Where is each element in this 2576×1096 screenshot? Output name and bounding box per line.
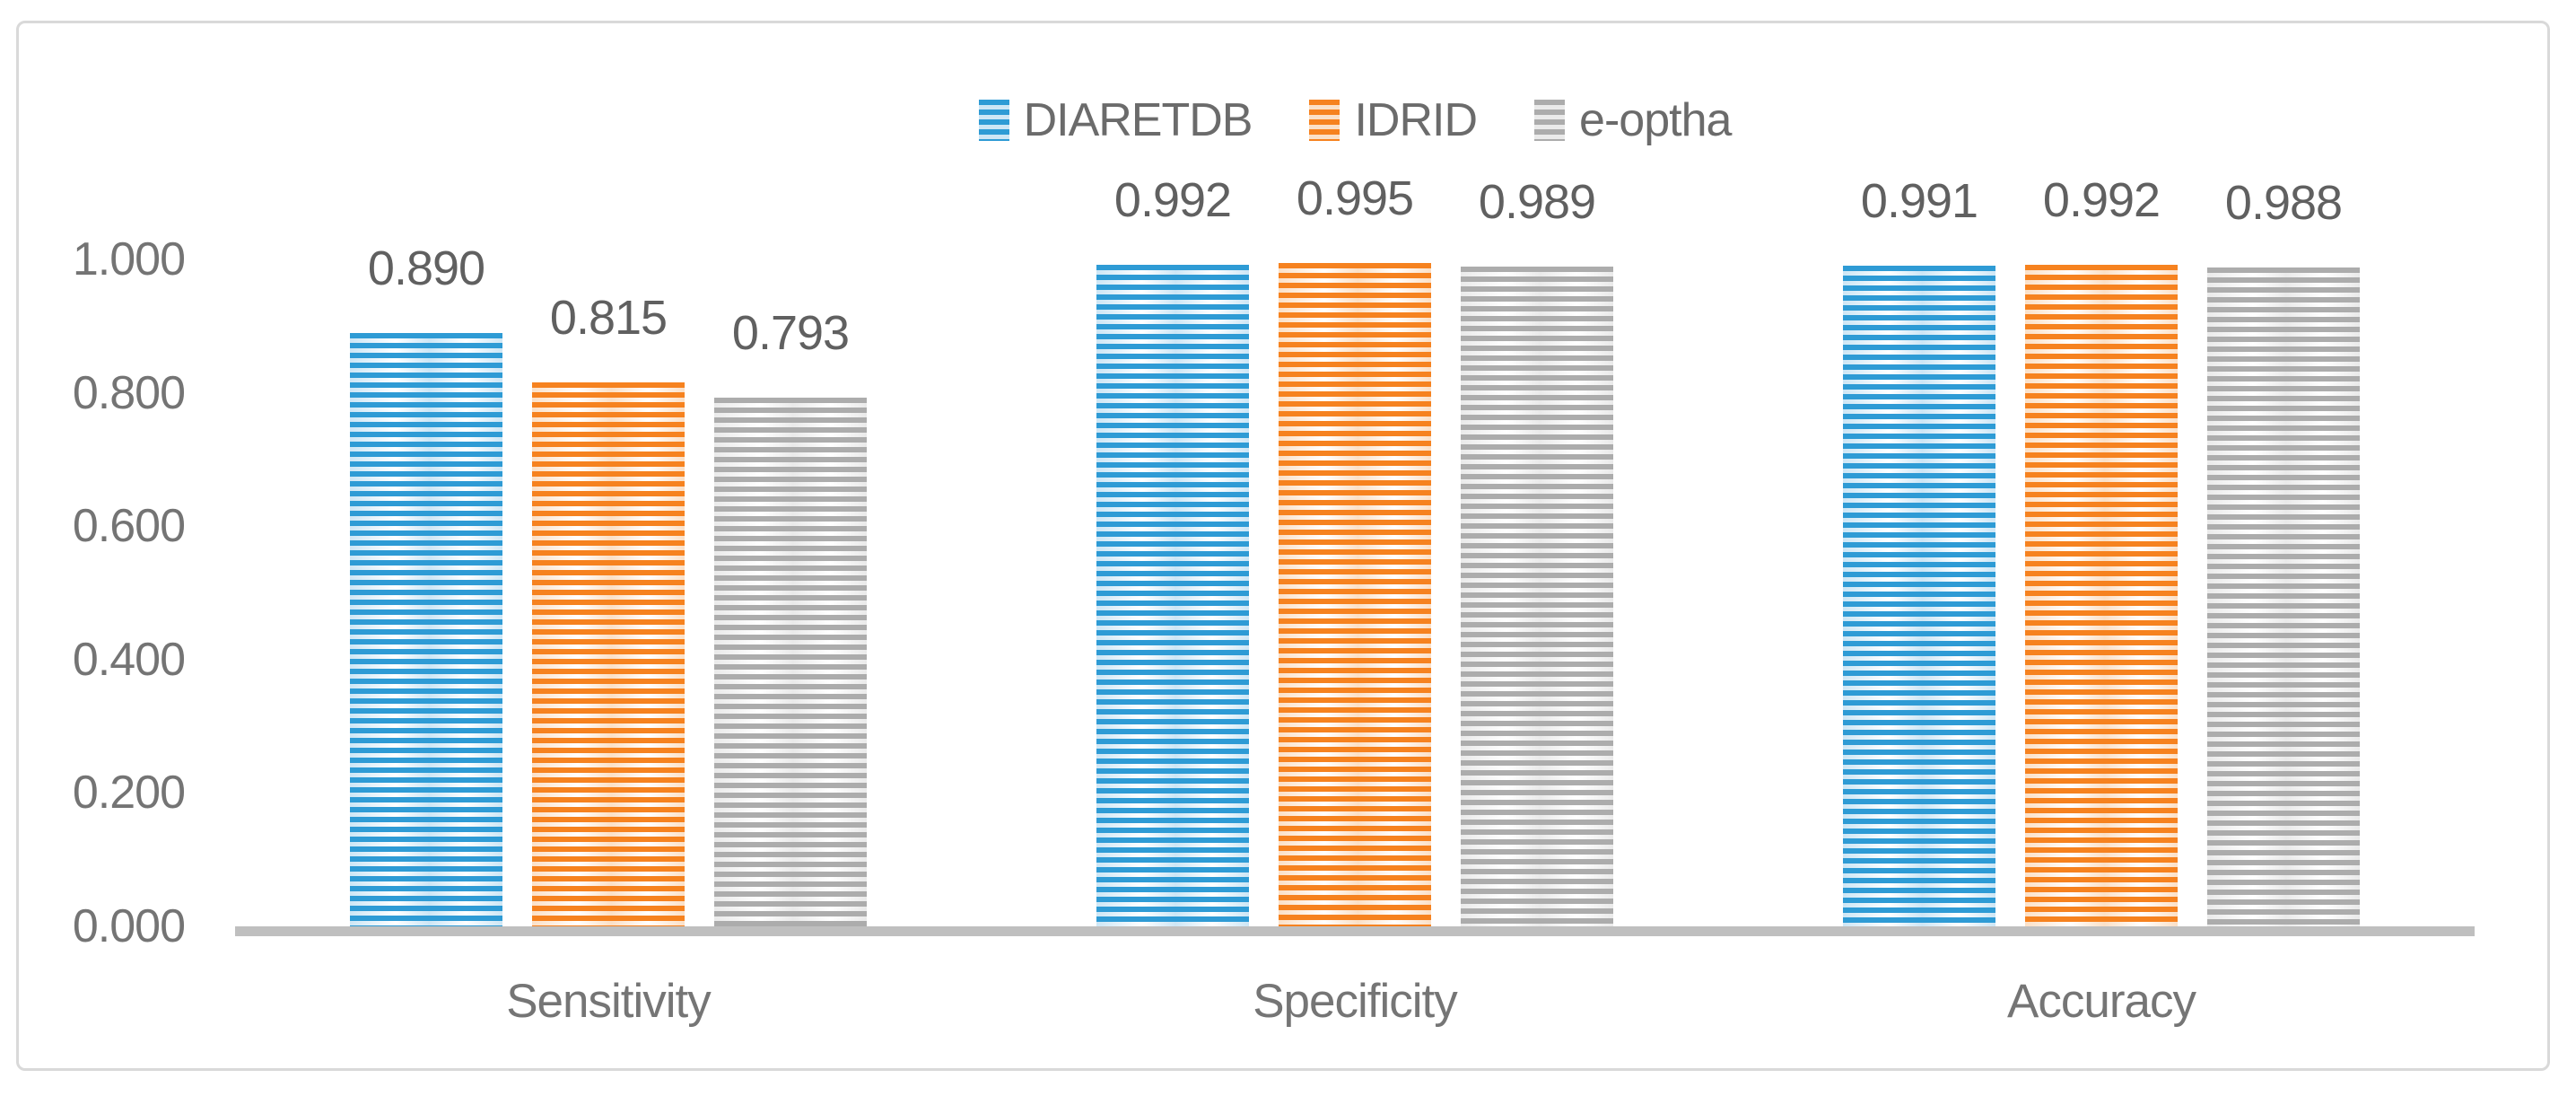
legend-marker-icon [1534, 100, 1566, 141]
data-label: 0.995 [1296, 171, 1414, 225]
legend: DIARETDB IDRID e-optha [235, 88, 2475, 153]
bar-e-optha-accuracy: 0.988 [2207, 176, 2360, 926]
legend-marker-icon [1309, 100, 1340, 141]
category-label-sensitivity: Sensitivity [506, 975, 712, 1028]
bar-group-sensitivity: 0.890 0.815 0.793 [235, 241, 982, 926]
legend-marker-icon [978, 100, 1009, 141]
bar-fill [532, 382, 685, 926]
plot-area: 0.890 0.815 0.793 0.992 0.995 0.989 0.991 0.992… [235, 171, 2475, 926]
y-tick-label: 0.400 [72, 634, 186, 686]
data-label: 0.890 [367, 241, 485, 295]
y-tick-label: 0.800 [72, 367, 186, 419]
bar-fill [1461, 267, 1613, 926]
bar-diaretdb-sensitivity: 0.890 [350, 241, 502, 926]
data-label: 0.992 [2042, 173, 2161, 227]
legend-item-idrid: IDRID [1309, 93, 1478, 147]
bar-e-optha-specificity: 0.989 [1461, 175, 1613, 926]
bar-fill [1096, 265, 1249, 926]
bar-idrid-specificity: 0.995 [1279, 171, 1431, 926]
category-label-specificity: Specificity [1253, 975, 1458, 1028]
data-label: 0.815 [549, 291, 668, 345]
bar-group-specificity: 0.992 0.995 0.989 [982, 171, 1728, 926]
y-tick-label: 0.000 [72, 900, 186, 952]
bar-fill [2207, 267, 2360, 926]
x-axis-line [235, 926, 2475, 936]
bar-fill [714, 398, 867, 926]
bar-diaretdb-accuracy: 0.991 [1843, 174, 1995, 926]
bar-fill [1843, 266, 1995, 926]
data-label: 0.992 [1113, 173, 1232, 227]
bar-idrid-sensitivity: 0.815 [532, 291, 685, 926]
y-tick-label: 0.200 [72, 767, 186, 819]
bar-fill [2025, 265, 2178, 926]
legend-label: IDRID [1354, 94, 1478, 146]
data-label: 0.991 [1860, 174, 1978, 228]
bar-fill [350, 333, 502, 926]
data-label: 0.793 [731, 306, 850, 360]
legend-label: e-optha [1579, 94, 1732, 146]
bar-diaretdb-specificity: 0.992 [1096, 173, 1249, 926]
bar-fill [1279, 263, 1431, 926]
legend-item-e-optha: e-optha [1534, 93, 1732, 147]
data-label: 0.989 [1478, 175, 1596, 229]
bar-e-optha-sensitivity: 0.793 [714, 306, 867, 926]
legend-item-diaretdb: DIARETDB [978, 93, 1253, 147]
data-label: 0.988 [2224, 176, 2343, 230]
y-tick-label: 0.600 [72, 500, 186, 552]
category-label-accuracy: Accuracy [2007, 975, 2196, 1028]
y-tick-label: 1.000 [72, 233, 186, 285]
legend-label: DIARETDB [1023, 94, 1253, 146]
bar-idrid-accuracy: 0.992 [2025, 173, 2178, 926]
bar-group-accuracy: 0.991 0.992 0.988 [1728, 173, 2475, 926]
